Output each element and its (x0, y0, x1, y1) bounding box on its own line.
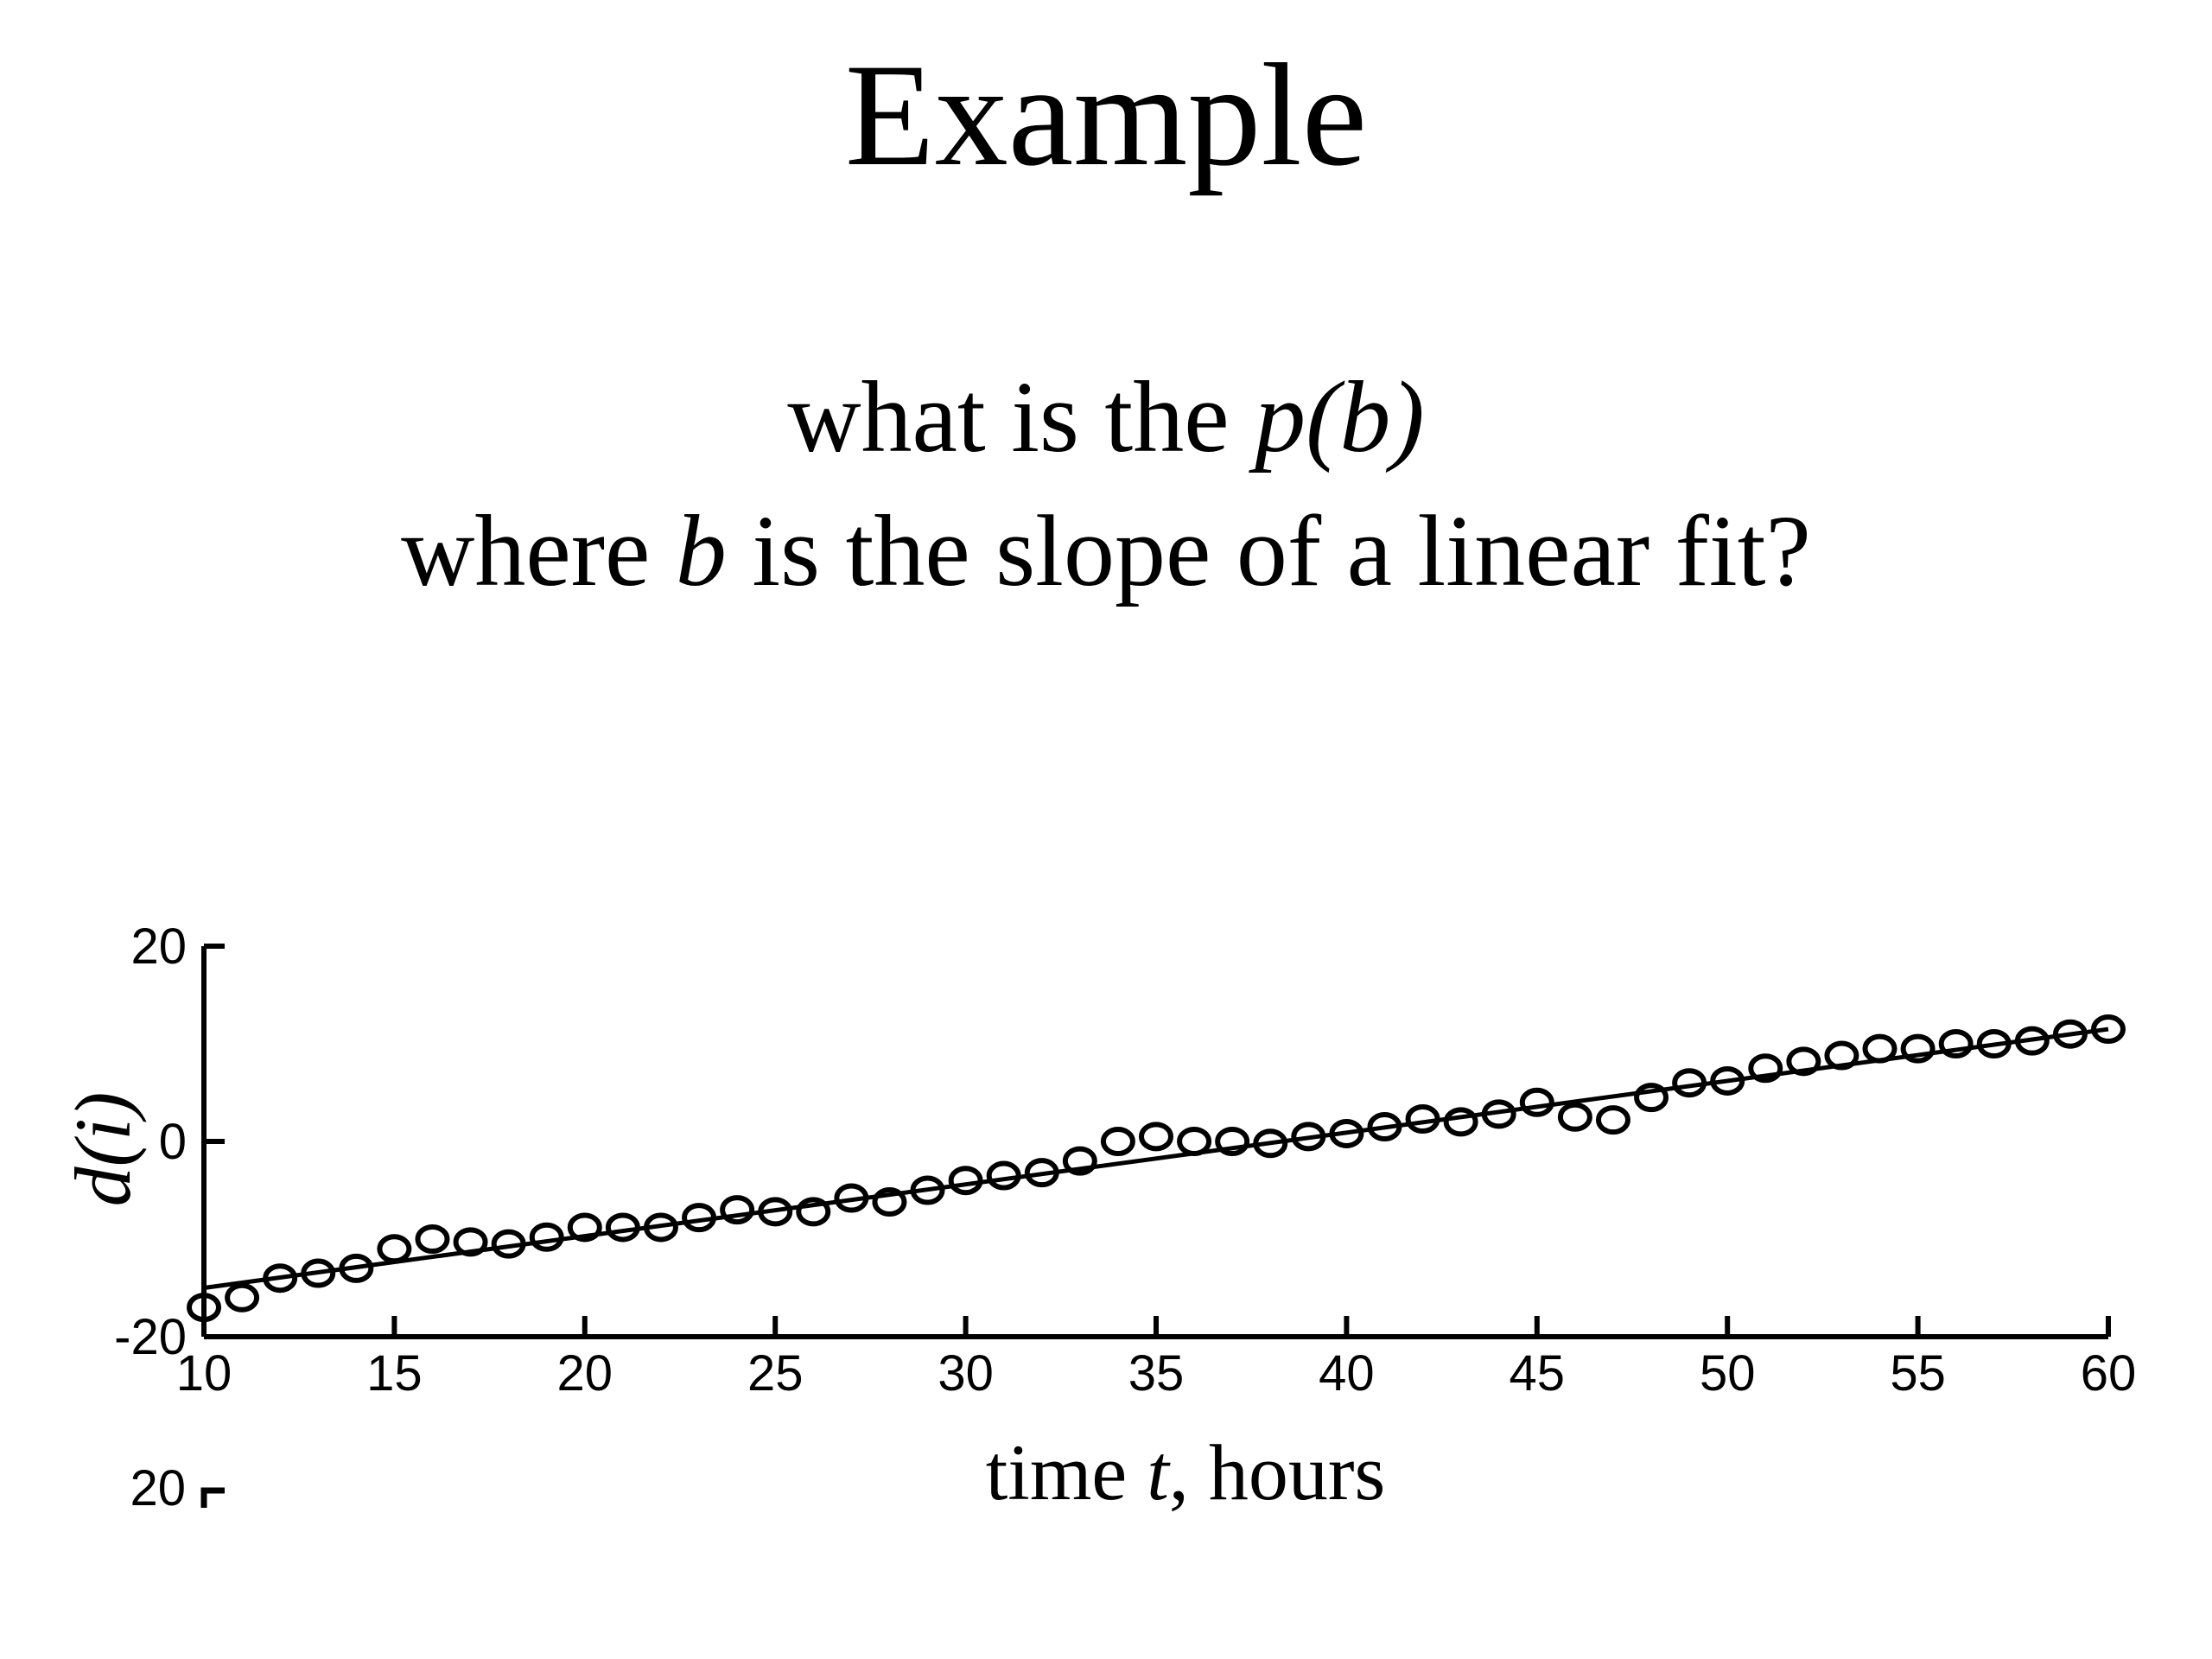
data-point (1786, 1046, 1821, 1077)
data-points (187, 1014, 2126, 1323)
x-tick-label-45: 45 (1510, 1345, 1566, 1402)
data-point (1215, 1127, 1250, 1156)
y-axis-label: d(i) (59, 1092, 147, 1207)
question-line-1: what is the p(b) (0, 350, 2212, 484)
fit-line (203, 1027, 2109, 1290)
data-point (1595, 1105, 1630, 1135)
data-point (1976, 1029, 2012, 1058)
chart-axes (201, 946, 2108, 1339)
data-point (377, 1234, 412, 1264)
x-tick-label-40: 40 (1319, 1345, 1375, 1402)
data-point (1405, 1104, 1440, 1135)
data-point (720, 1195, 755, 1225)
question-line-2-suffix: is the slope of a linear fit? (726, 494, 1811, 607)
slide-title: Example (844, 34, 1368, 196)
data-point (605, 1212, 640, 1243)
x-axis-label-prefix: time (986, 1428, 1147, 1516)
data-point (1177, 1127, 1212, 1156)
data-point (910, 1175, 945, 1205)
x-tick-label-60: 60 (2081, 1345, 2137, 1402)
data-point (948, 1166, 983, 1196)
data-point (301, 1258, 336, 1288)
y-tick-label-0: 0 (159, 1114, 187, 1170)
data-point (796, 1197, 831, 1227)
data-point (491, 1229, 526, 1259)
data-point (2091, 1014, 2126, 1045)
x-tick-label-20: 20 (557, 1345, 613, 1402)
data-point (453, 1227, 488, 1257)
data-point (263, 1263, 298, 1294)
x-tick-label-35: 35 (1128, 1345, 1185, 1402)
x-tick-label-55: 55 (1890, 1345, 1946, 1402)
data-point (986, 1160, 1021, 1191)
data-point (1748, 1053, 1783, 1084)
data-point (758, 1197, 793, 1227)
data-point (225, 1282, 260, 1313)
data-point (1253, 1128, 1288, 1159)
x-tick-label-50: 50 (1700, 1345, 1756, 1402)
question-line-2: where b is the slope of a linear fit? (0, 484, 2212, 618)
extra-tick-label: 20 (130, 1460, 186, 1516)
x-tick-label-30: 30 (938, 1345, 994, 1402)
data-point (1139, 1122, 1173, 1152)
data-point (1557, 1102, 1592, 1132)
data-point (567, 1212, 602, 1243)
data-point (1024, 1158, 1059, 1188)
data-point (682, 1203, 717, 1233)
b-symbol: b (675, 494, 727, 607)
data-point (1100, 1127, 1135, 1156)
data-point (415, 1224, 450, 1254)
pb-symbol: p(b) (1255, 360, 1425, 474)
data-point (872, 1187, 907, 1217)
data-point (2014, 1026, 2050, 1056)
extra-axis-corner (200, 1487, 225, 1508)
data-point (643, 1212, 678, 1243)
data-point (1062, 1146, 1097, 1176)
question-text: what is the p(b) where b is the slope of… (0, 350, 2212, 618)
data-point (1481, 1099, 1516, 1129)
question-line-2-prefix: where (401, 494, 676, 607)
x-tick-label-25: 25 (747, 1345, 804, 1402)
data-point (1367, 1112, 1402, 1142)
data-point (1519, 1087, 1554, 1117)
fit-line-group (203, 1027, 2109, 1290)
question-line-1-text: what is the (787, 360, 1255, 474)
x-axis-label: time t, hours (986, 1428, 1386, 1516)
data-point (1824, 1040, 1859, 1071)
data-point (834, 1183, 869, 1213)
data-point (339, 1253, 374, 1283)
data-point (2052, 1019, 2088, 1049)
data-point (1938, 1029, 1974, 1058)
x-axis-label-suffix: , hours (1169, 1428, 1385, 1516)
data-point (1443, 1107, 1478, 1137)
data-point (1291, 1122, 1326, 1152)
data-point (1862, 1033, 1897, 1064)
data-point (1672, 1068, 1707, 1098)
y-tick-label--20: -20 (114, 1309, 187, 1365)
data-point (529, 1222, 564, 1252)
data-point (187, 1293, 221, 1323)
data-point (1900, 1033, 1936, 1064)
x-tick-label-15: 15 (366, 1345, 423, 1402)
chart-ticks: 10 15 20 25 30 35 40 45 50 55 60 -20 0 20 (114, 918, 2136, 1402)
y-tick-label-20: 20 (130, 918, 187, 975)
x-axis-label-italic: t (1147, 1428, 1171, 1516)
data-point (1710, 1065, 1745, 1096)
data-point (1329, 1118, 1364, 1148)
data-point (1634, 1083, 1669, 1113)
x-tick-label-10: 10 (176, 1345, 232, 1402)
